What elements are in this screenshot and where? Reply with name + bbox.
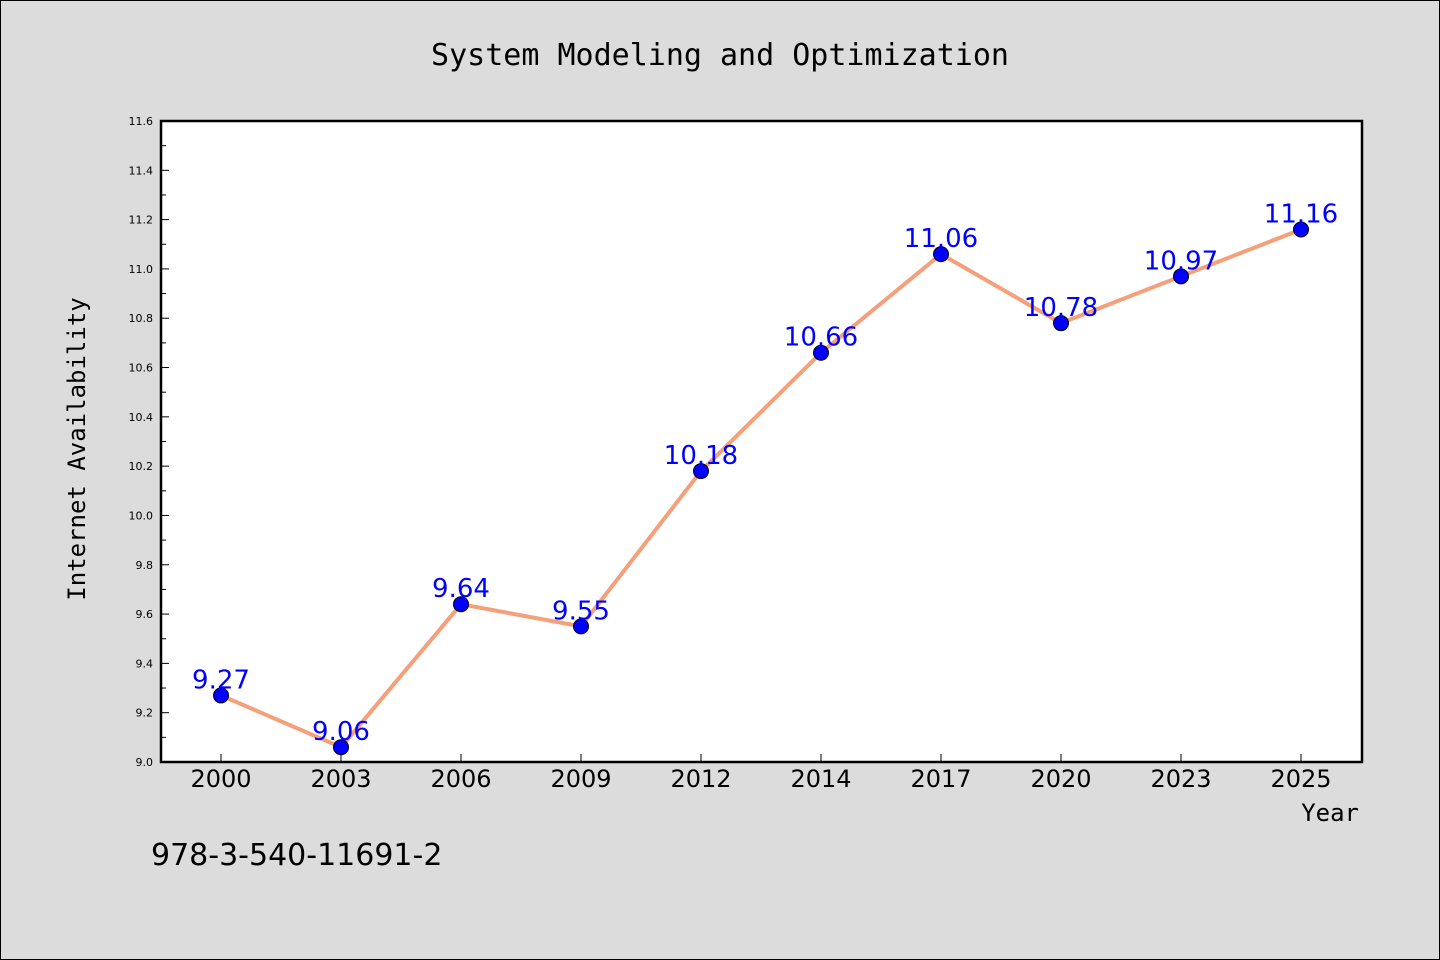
x-tick-label: 2014: [790, 765, 851, 793]
y-tick-label: 10.4: [129, 411, 154, 424]
data-point: [1293, 221, 1309, 238]
x-tick-label: 2009: [550, 765, 611, 793]
data-label: 10.18: [664, 441, 738, 471]
data-point: [933, 246, 949, 263]
data-point: [1173, 268, 1189, 285]
data-point: [813, 344, 829, 361]
data-point: [693, 463, 709, 480]
data-label: 10.97: [1144, 246, 1218, 276]
y-tick-label: 10.0: [129, 509, 154, 522]
data-point: [213, 687, 229, 704]
data-label: 10.78: [1024, 293, 1098, 323]
y-tick-label: 10.2: [129, 460, 154, 473]
x-axis-ticks: 2000 2003 2006 2009 2012 2014 2017 2020 2023 2025: [190, 754, 1332, 793]
isbn-annotation: 978-3-540-11691-2: [151, 838, 442, 873]
y-tick-label: 11.2: [129, 214, 154, 227]
x-tick-label: 2020: [1030, 765, 1091, 793]
data-label: 9.27: [192, 665, 250, 695]
data-point: [453, 596, 469, 613]
y-tick-label: 10.8: [129, 312, 154, 325]
x-axis-label: Year: [1301, 799, 1359, 827]
y-tick-label: 9.2: [136, 707, 154, 720]
data-label: 11.06: [904, 224, 978, 254]
x-tick-label: 2006: [430, 765, 491, 793]
y-axis-label: Internet Availability: [63, 297, 91, 600]
y-tick-label: 9.4: [136, 657, 154, 670]
y-tick-label: 10.6: [129, 362, 154, 375]
y-tick-label: 11.0: [129, 263, 154, 276]
data-label: 9.55: [552, 596, 610, 626]
data-point: [573, 618, 589, 635]
chart-title: System Modeling and Optimization: [431, 38, 1009, 73]
y-tick-label: 9.0: [136, 756, 154, 769]
data-point: [333, 739, 349, 756]
data-label: 9.64: [432, 574, 490, 604]
x-tick-label: 2012: [670, 765, 731, 793]
y-tick-label: 11.4: [129, 164, 154, 177]
y-axis-ticks: 9.0 9.2 9.4 9.6 9.8 10.0 10.2 10.4 10.6 10.8 11.0 1…: [129, 115, 169, 769]
x-tick-label: 2000: [190, 765, 251, 793]
x-tick-label: 2025: [1270, 765, 1331, 793]
data-label: 11.16: [1264, 199, 1338, 229]
x-tick-label: 2017: [910, 765, 971, 793]
plot-frame: [159, 119, 1364, 764]
y-tick-label: 9.6: [136, 608, 154, 621]
x-tick-label: 2023: [1150, 765, 1211, 793]
plot-area: [161, 121, 1362, 762]
y-tick-label: 11.6: [129, 115, 154, 128]
data-label: 10.66: [784, 323, 858, 353]
x-tick-label: 2003: [310, 765, 371, 793]
series-line: [219, 227, 1303, 750]
y-tick-label: 9.8: [136, 559, 154, 572]
series-layer: 9.27 9.06 9.64 9.55 10.18 10.66 11.06 10.78 10.9…: [192, 199, 1338, 756]
data-point: [1053, 315, 1069, 332]
data-label: 9.06: [312, 717, 370, 747]
